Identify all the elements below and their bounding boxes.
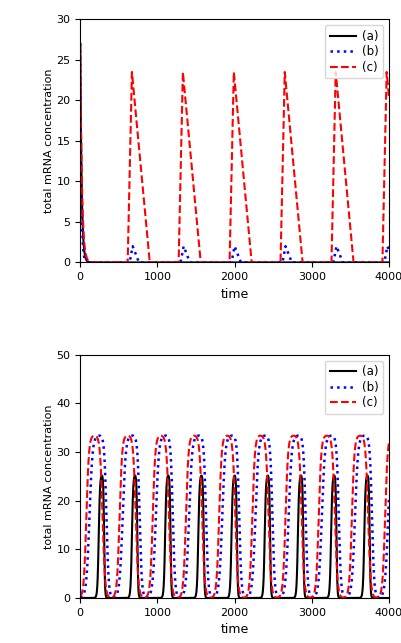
- Line: (c): (c): [80, 436, 389, 597]
- (b): [237, 256, 242, 264]
- (a): [310, 594, 314, 602]
- (c): [310, 258, 314, 266]
- (b): [237, 532, 242, 540]
- (c): [92, 432, 97, 440]
- (b): [95, 258, 99, 266]
- X-axis label: time: time: [221, 287, 249, 301]
- (c): [387, 93, 391, 101]
- (a): [274, 258, 279, 266]
- (c): [310, 593, 314, 601]
- (b): [111, 593, 116, 601]
- (c): [169, 258, 174, 266]
- Legend: (a), (b), (c): (a), (b), (c): [325, 25, 383, 78]
- (c): [78, 593, 83, 601]
- Line: (a): (a): [80, 44, 389, 262]
- (b): [95, 433, 99, 440]
- (a): [95, 586, 99, 594]
- (c): [219, 450, 224, 458]
- (a): [387, 594, 391, 602]
- (a): [219, 258, 224, 266]
- (b): [78, 40, 83, 48]
- (a): [274, 594, 279, 602]
- (b): [219, 525, 224, 532]
- (a): [387, 258, 391, 266]
- (b): [274, 258, 279, 266]
- (a): [237, 594, 242, 602]
- (a): [95, 258, 99, 266]
- (b): [130, 431, 135, 439]
- Line: (c): (c): [80, 44, 389, 262]
- (b): [169, 474, 174, 482]
- (c): [169, 576, 174, 584]
- (a): [78, 40, 83, 48]
- (c): [219, 258, 224, 266]
- Line: (b): (b): [80, 44, 389, 262]
- (c): [89, 258, 93, 266]
- (c): [274, 258, 279, 266]
- (b): [169, 258, 174, 266]
- (a): [169, 586, 174, 594]
- (c): [237, 132, 242, 140]
- (a): [219, 594, 224, 602]
- (c): [95, 433, 99, 441]
- (b): [310, 593, 314, 601]
- X-axis label: time: time: [221, 623, 249, 637]
- (c): [374, 593, 379, 601]
- (a): [78, 594, 83, 602]
- (c): [78, 40, 83, 48]
- (b): [78, 593, 83, 601]
- (b): [274, 591, 279, 599]
- (a): [237, 258, 242, 266]
- (b): [219, 258, 224, 266]
- Y-axis label: total mRNA concentration: total mRNA concentration: [44, 404, 54, 548]
- Line: (b): (b): [80, 435, 389, 597]
- (b): [310, 258, 314, 266]
- (a): [310, 258, 314, 266]
- Line: (a): (a): [80, 476, 389, 598]
- (a): [312, 594, 317, 602]
- Legend: (a), (b), (c): (a), (b), (c): [325, 361, 383, 414]
- (a): [89, 258, 93, 266]
- (c): [237, 589, 242, 597]
- (c): [274, 593, 279, 601]
- (a): [169, 258, 174, 266]
- Y-axis label: total mRNA concentration: total mRNA concentration: [44, 69, 54, 213]
- (b): [387, 493, 391, 500]
- (b): [387, 246, 391, 254]
- (c): [387, 439, 391, 447]
- (c): [95, 258, 99, 266]
- (b): [86, 258, 91, 266]
- (a): [166, 472, 171, 480]
